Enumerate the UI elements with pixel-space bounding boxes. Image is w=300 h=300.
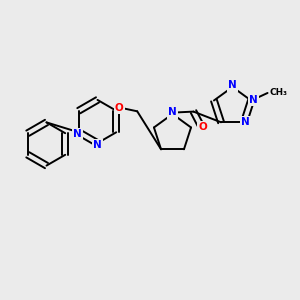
Text: N: N — [228, 80, 237, 91]
Text: N: N — [168, 107, 177, 118]
Text: CH₃: CH₃ — [270, 88, 288, 98]
Text: N: N — [249, 94, 258, 105]
Text: N: N — [93, 140, 102, 151]
Text: O: O — [115, 103, 124, 113]
Text: N: N — [241, 117, 250, 127]
Text: O: O — [198, 122, 207, 133]
Text: N: N — [73, 129, 82, 139]
